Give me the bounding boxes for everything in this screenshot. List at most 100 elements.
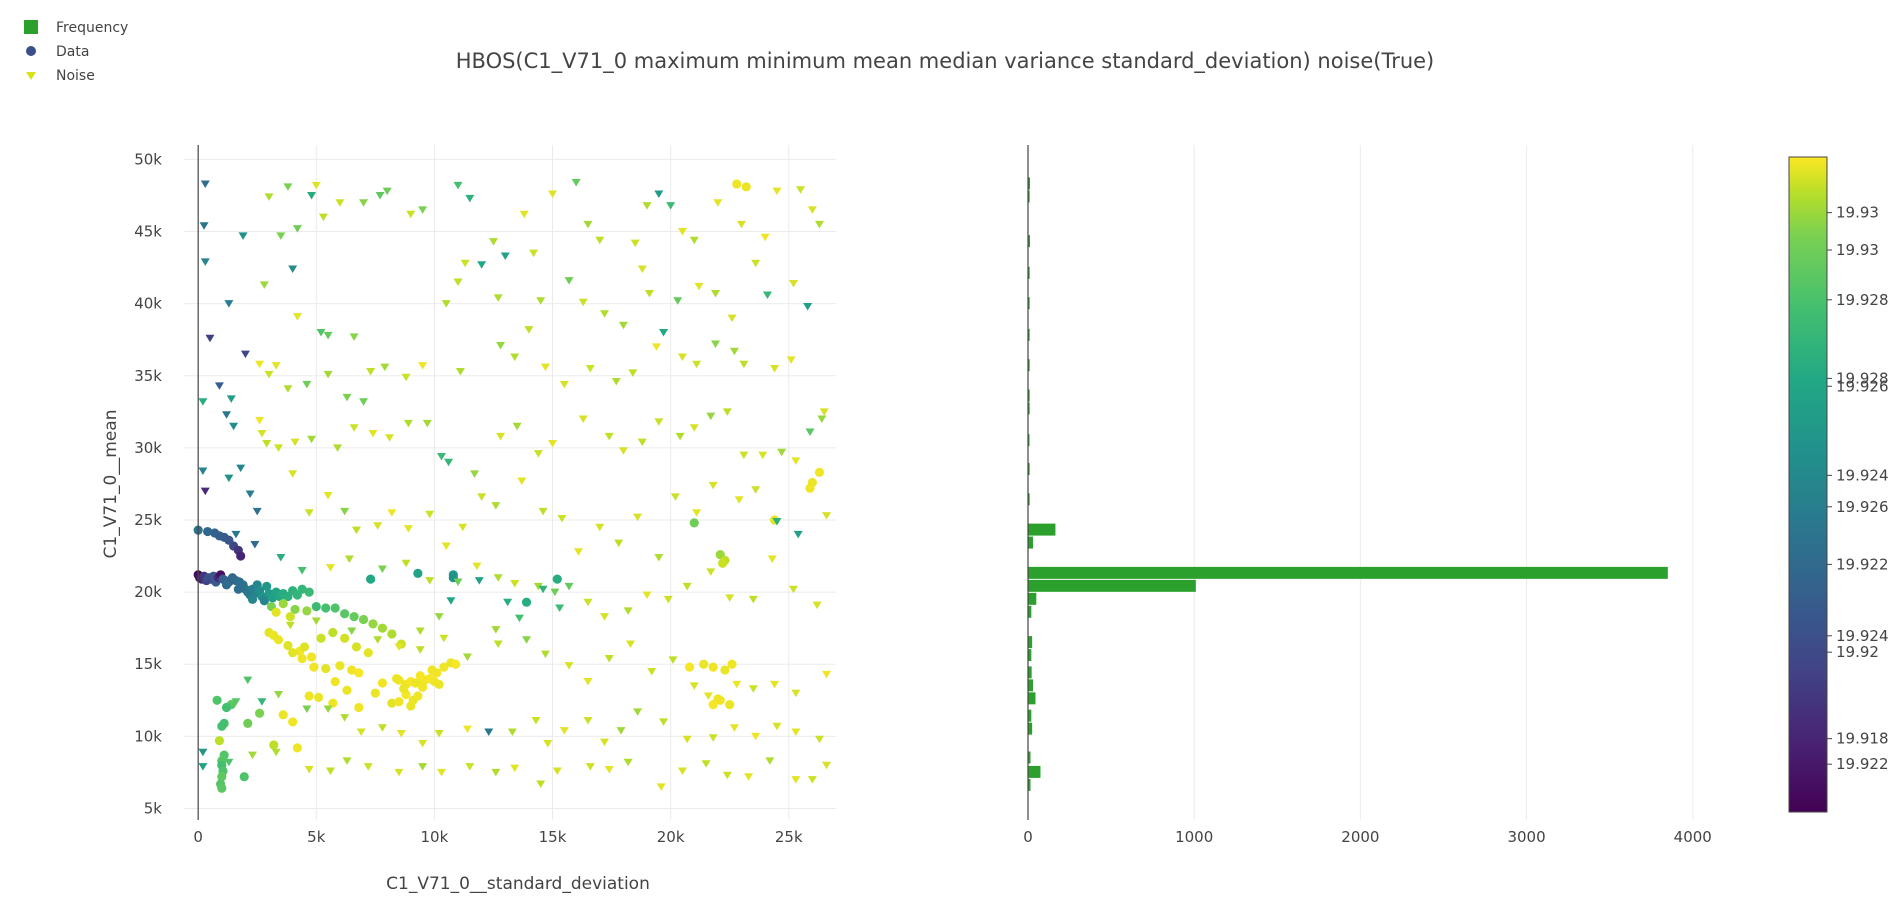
noise-point bbox=[770, 680, 780, 689]
data-point bbox=[415, 671, 425, 681]
noise-point bbox=[382, 187, 392, 196]
scatter-x-tick-label: 25k bbox=[775, 828, 803, 846]
noise-point bbox=[637, 438, 647, 447]
noise-point bbox=[387, 509, 397, 517]
noise-point bbox=[444, 458, 454, 467]
noise-point bbox=[618, 321, 628, 330]
noise-point bbox=[514, 614, 524, 623]
noise-point bbox=[559, 727, 569, 735]
data-point bbox=[309, 662, 319, 672]
noise-point bbox=[533, 450, 543, 458]
noise-point bbox=[342, 757, 352, 765]
data-point bbox=[699, 659, 709, 669]
noise-point bbox=[224, 758, 234, 767]
noise-point bbox=[441, 542, 451, 550]
data-point bbox=[328, 627, 338, 638]
data-point bbox=[718, 558, 728, 568]
scatter-y-tick-label: 5k bbox=[144, 799, 163, 817]
noise-point bbox=[273, 691, 283, 699]
histogram-bar bbox=[1028, 235, 1030, 248]
noise-point bbox=[507, 728, 517, 737]
data-point bbox=[243, 718, 253, 728]
histogram-bar bbox=[1028, 266, 1030, 279]
noise-point bbox=[734, 496, 744, 504]
noise-point bbox=[470, 470, 480, 478]
noise-point bbox=[307, 191, 317, 200]
colorbar-tick-label: 19.926 bbox=[1836, 498, 1889, 516]
data-point bbox=[247, 594, 258, 604]
noise-point bbox=[418, 206, 428, 214]
noise-point bbox=[200, 258, 210, 266]
noise-point bbox=[807, 206, 817, 214]
noise-point bbox=[477, 261, 487, 269]
noise-point bbox=[739, 360, 749, 369]
noise-point bbox=[748, 595, 758, 604]
noise-point bbox=[663, 595, 673, 604]
noise-point bbox=[548, 190, 558, 199]
noise-point bbox=[347, 627, 357, 636]
noise-point bbox=[488, 238, 498, 246]
noise-point bbox=[401, 559, 411, 568]
scatter-x-tick-label: 15k bbox=[539, 828, 567, 846]
data-point bbox=[306, 652, 317, 662]
histogram-x-tick-label: 4000 bbox=[1674, 828, 1712, 846]
chart-title: HBOS(C1_V71_0 maximum minimum mean media… bbox=[456, 49, 1435, 74]
noise-point bbox=[325, 564, 335, 572]
colorbar bbox=[1788, 156, 1828, 813]
colorbar-tick-label: 19.92 bbox=[1836, 643, 1879, 661]
colorbar-tick-label: 19.924 bbox=[1836, 466, 1889, 484]
noise-point bbox=[453, 278, 463, 287]
histogram-bar bbox=[1028, 636, 1033, 649]
data-point bbox=[715, 695, 725, 705]
data-point bbox=[304, 587, 314, 597]
noise-point bbox=[623, 758, 633, 767]
data-point bbox=[387, 698, 397, 708]
data-point bbox=[727, 659, 737, 669]
noise-point bbox=[703, 692, 713, 700]
noise-point bbox=[462, 725, 472, 734]
noise-point bbox=[654, 418, 664, 426]
histogram-axes: 0 1000 2000 3000 4000 bbox=[1023, 145, 1712, 846]
noise-point bbox=[285, 621, 295, 630]
data-point bbox=[217, 772, 227, 782]
noise-point bbox=[356, 728, 366, 737]
noise-point bbox=[344, 555, 354, 563]
data-point bbox=[358, 614, 369, 625]
noise-point bbox=[725, 594, 735, 602]
noise-point bbox=[422, 419, 432, 428]
legend[interactable]: Frequency Data Noise bbox=[24, 20, 128, 84]
histogram-bar bbox=[1028, 536, 1033, 549]
data-point bbox=[316, 633, 326, 643]
noise-point bbox=[276, 232, 286, 240]
data-point bbox=[254, 708, 265, 718]
noise-point bbox=[458, 523, 468, 532]
noise-point bbox=[441, 300, 451, 308]
scatter-x-tick-label: 10k bbox=[421, 828, 449, 846]
legend-data-swatch bbox=[26, 46, 36, 56]
noise-point bbox=[316, 329, 326, 337]
data-point bbox=[417, 682, 428, 692]
noise-point bbox=[796, 186, 806, 194]
noise-point bbox=[791, 776, 801, 784]
noise-point bbox=[670, 493, 680, 501]
noise-point bbox=[224, 474, 234, 483]
noise-point bbox=[297, 566, 307, 575]
histogram-bar bbox=[1028, 297, 1030, 310]
noise-point bbox=[604, 654, 614, 663]
noise-point bbox=[706, 412, 716, 421]
noise-point bbox=[722, 408, 732, 416]
noise-point bbox=[822, 512, 832, 520]
noise-point bbox=[656, 783, 666, 791]
noise-point bbox=[198, 748, 208, 757]
noise-point bbox=[302, 380, 312, 389]
noise-point bbox=[453, 181, 463, 190]
noise-point bbox=[642, 202, 652, 210]
data-point bbox=[741, 182, 751, 192]
data-point bbox=[203, 526, 213, 537]
noise-point bbox=[599, 613, 609, 621]
noise-point bbox=[529, 249, 539, 258]
noise-point bbox=[654, 554, 664, 562]
histogram-bar bbox=[1028, 328, 1030, 341]
data-point bbox=[297, 584, 307, 594]
noise-point bbox=[496, 432, 506, 441]
